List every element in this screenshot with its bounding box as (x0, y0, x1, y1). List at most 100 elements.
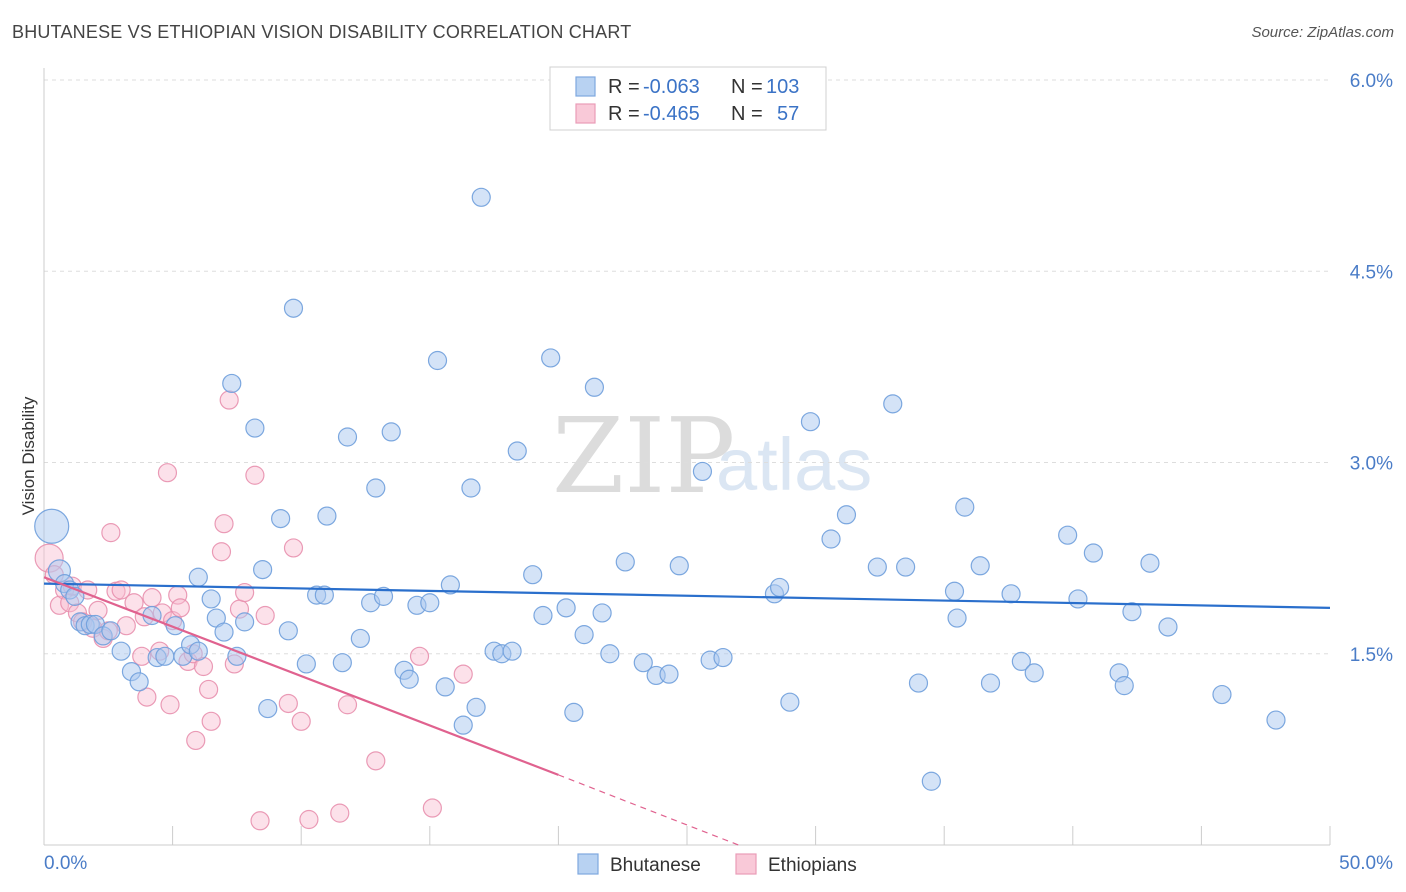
bhutanese-point (427, 350, 448, 371)
bhutanese-points (34, 187, 1286, 791)
bottom-swatch-ethiopians (735, 853, 757, 875)
bhutanese-point (373, 586, 394, 606)
bhutanese-point (214, 622, 234, 642)
bhutanese-point (111, 641, 131, 661)
bhutanese-point (350, 628, 370, 649)
ethiopians-point (278, 693, 298, 714)
bottom-swatch-bhutanese (577, 853, 599, 875)
bhutanese-point (867, 557, 887, 577)
x-tick-labels: 0.0% 50.0% (44, 853, 1393, 874)
ethiopians-trend-line (43, 576, 559, 776)
bhutanese-point (908, 673, 929, 693)
ethiopians-point (160, 695, 180, 715)
legend-swatch-bhutanese (575, 76, 596, 97)
y-tick-label: 1.5% (1350, 645, 1393, 666)
bhutanese-point (278, 621, 298, 641)
bottom-legend-ethiopians: Ethiopians (768, 855, 857, 876)
bhutanese-point (1001, 584, 1021, 604)
bhutanese-point (245, 418, 265, 438)
bhutanese-point (600, 644, 620, 664)
bhutanese-point (1058, 525, 1078, 545)
bhutanese-point (659, 664, 679, 684)
bhutanese-point (34, 508, 70, 544)
ethiopians-point (291, 711, 311, 731)
bhutanese-point (435, 677, 455, 697)
bhutanese-point (564, 702, 584, 723)
ethiopians-point (250, 811, 270, 831)
bhutanese-point (541, 348, 561, 368)
legend-n-label-2: N = (731, 103, 763, 125)
ethiopians-point (409, 646, 430, 666)
ethiopians-trend-extension (558, 774, 739, 846)
ethiopians-point (199, 679, 219, 700)
bhutanese-point (471, 187, 491, 207)
legend-r-value-1: -0.063 (643, 76, 700, 98)
bhutanese-point (1114, 676, 1134, 696)
legend-r-label-1: R = (608, 76, 640, 98)
series-legend: Bhutanese Ethiopians (577, 853, 857, 876)
legend-n-value-1: 103 (766, 76, 799, 98)
x-tick-label-start: 0.0% (44, 853, 87, 874)
bhutanese-point (235, 612, 255, 632)
ethiopians-point (219, 390, 239, 410)
bhutanese-point (227, 646, 247, 666)
bhutanese-point (944, 581, 965, 601)
bhutanese-point (533, 605, 553, 626)
legend-swatch-ethiopians (575, 103, 596, 124)
bhutanese-point (955, 497, 975, 517)
ethiopians-point (186, 730, 206, 751)
y-tick-label: 3.0% (1350, 454, 1393, 475)
bhutanese-point (222, 373, 242, 394)
bhutanese-point (502, 641, 522, 661)
watermark-atlas: atlas (716, 423, 872, 506)
bhutanese-point (1122, 602, 1142, 622)
bhutanese-point (523, 565, 543, 585)
bhutanese-point (780, 692, 800, 712)
bhutanese-point (271, 508, 291, 529)
bottom-legend-bhutanese: Bhutanese (610, 855, 701, 876)
bhutanese-point (101, 621, 121, 641)
bhutanese-point (947, 608, 967, 628)
bhutanese-point (201, 589, 221, 609)
ethiopians-point (422, 798, 442, 818)
bhutanese-point (1083, 543, 1103, 563)
bhutanese-point (713, 647, 733, 668)
bhutanese-point (1158, 617, 1178, 637)
bhutanese-point (584, 377, 605, 397)
ethiopians-point (142, 588, 162, 608)
bhutanese-point (155, 646, 175, 666)
bhutanese-point (283, 298, 304, 318)
bhutanese-point (461, 478, 481, 498)
bhutanese-point (188, 567, 208, 587)
bhutanese-point (1140, 553, 1160, 573)
bhutanese-trend-line (43, 582, 1331, 609)
ethiopians-points (34, 390, 473, 831)
bhutanese-point (633, 653, 653, 673)
ethiopians-point (366, 751, 386, 771)
bhutanese-point (366, 478, 386, 498)
legend-n-label-1: N = (731, 76, 763, 98)
bhutanese-point (337, 427, 358, 447)
bhutanese-point (253, 559, 273, 580)
bhutanese-point (399, 669, 419, 689)
legend-r-label-2: R = (608, 103, 640, 125)
bhutanese-point (296, 654, 316, 674)
ethiopians-point (283, 538, 304, 558)
ethiopians-point (299, 809, 319, 830)
bhutanese-point (980, 673, 1001, 693)
bhutanese-point (769, 577, 790, 598)
bhutanese-point (921, 771, 941, 791)
bhutanese-point (821, 529, 841, 549)
ethiopians-point (337, 695, 358, 715)
x-ticks (43, 826, 1331, 845)
ethiopians-point (211, 542, 232, 562)
ethiopians-point (201, 711, 221, 731)
bhutanese-point (1266, 710, 1286, 730)
bhutanese-point (1212, 684, 1232, 705)
bhutanese-point (615, 552, 635, 572)
legend-box (549, 66, 827, 131)
ethiopians-point (170, 598, 190, 618)
bhutanese-point (836, 505, 857, 525)
bhutanese-point (1024, 663, 1044, 683)
bhutanese-point (1011, 651, 1031, 672)
